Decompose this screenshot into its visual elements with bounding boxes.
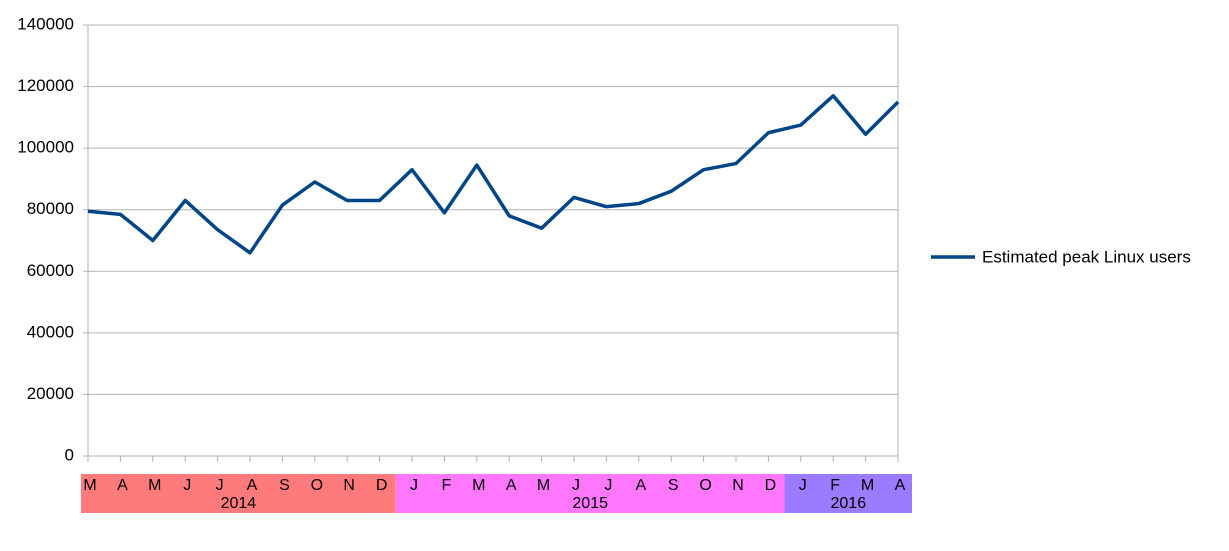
x-tick-label: M [861, 477, 874, 494]
x-tick-label: A [247, 477, 258, 494]
legend-label: Estimated peak Linux users [982, 247, 1191, 266]
x-tick-label: J [604, 477, 612, 494]
x-tick-label: O [699, 477, 711, 494]
x-tick-label: J [183, 477, 191, 494]
y-tick-label: 100000 [17, 138, 74, 157]
y-tick-label: 140000 [17, 14, 74, 33]
x-tick-label: M [472, 477, 485, 494]
year-band [81, 474, 396, 513]
x-tick-label: A [506, 477, 517, 494]
x-tick-label: A [635, 477, 646, 494]
x-tick-label: J [410, 477, 418, 494]
x-tick-label: J [216, 477, 224, 494]
x-tick-label: O [311, 477, 323, 494]
x-tick-label: A [895, 477, 906, 494]
x-tick-label: D [765, 477, 777, 494]
x-tick-label: N [343, 477, 355, 494]
y-tick-label: 80000 [27, 199, 74, 218]
x-tick-label: N [732, 477, 744, 494]
x-tick-label: F [830, 477, 840, 494]
year-label: 2015 [572, 495, 608, 512]
year-band [784, 474, 912, 513]
x-tick-label: J [799, 477, 807, 494]
x-tick-label: S [279, 477, 290, 494]
year-band [395, 474, 785, 513]
x-tick-label: M [148, 477, 161, 494]
y-tick-label: 120000 [17, 76, 74, 95]
x-tick-label: J [572, 477, 580, 494]
y-tick-label: 60000 [27, 261, 74, 280]
x-tick-label: M [537, 477, 550, 494]
data-line [87, 94, 900, 255]
x-tick-label: S [668, 477, 679, 494]
y-tick-label: 0 [65, 445, 74, 464]
year-label: 2016 [831, 495, 867, 512]
y-tick-label: 20000 [27, 384, 74, 403]
x-tick-label: D [376, 477, 388, 494]
y-tick-label: 40000 [27, 322, 74, 341]
x-tick-label: F [442, 477, 452, 494]
x-tick-label: A [117, 477, 128, 494]
year-label: 2014 [221, 495, 257, 512]
x-tick-label: M [83, 477, 96, 494]
